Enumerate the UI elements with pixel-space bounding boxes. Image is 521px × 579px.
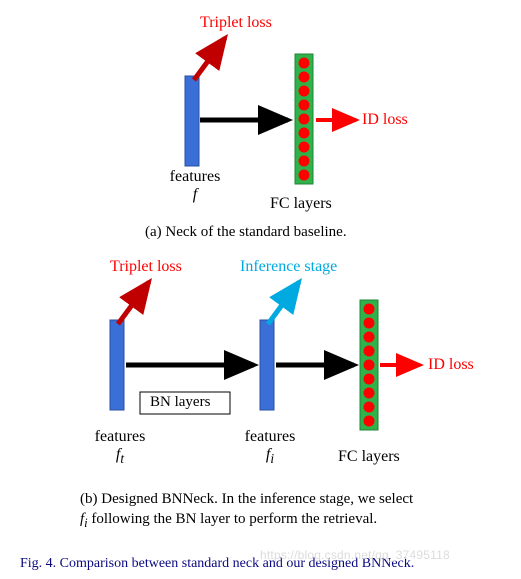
caption-b: (b) Designed BNNeck. In the inference st… [80,490,480,531]
inference-label-b: Inference stage [240,258,337,276]
features-t-label: features ft [85,428,155,467]
id-loss-label-a: ID loss [362,111,408,129]
features-label-a: features f [160,168,230,204]
features-fi: fi [266,446,274,463]
feature-bar-i [260,320,274,410]
feature-bar-a [185,76,199,166]
features-ft: ft [116,446,124,463]
inference-arrow-b [268,282,299,324]
triplet-arrow-b [118,282,149,324]
triplet-loss-label-b: Triplet loss [110,258,182,276]
fc-label-b: FC layers [338,448,400,466]
feature-bar-t [110,320,124,410]
fc-label-a: FC layers [270,195,332,213]
bn-label-b: BN layers [150,394,210,411]
caption-a: (a) Neck of the standard baseline. [145,224,347,241]
panel-a [185,38,356,184]
features-f-a: f [193,186,197,203]
features-text-a: features [170,168,221,185]
watermark-text: https://blog.csdn.net/qq_37495118 [260,548,450,562]
features-i-label: features fi [235,428,305,467]
figure-page: Triplet loss features f FC layers ID los… [0,0,521,579]
features-t-text: features [95,428,146,445]
fc-dots-a [299,58,310,181]
id-loss-label-b: ID loss [428,356,474,374]
triplet-arrow-a [194,38,225,80]
fc-dots-b [364,304,375,427]
triplet-loss-label-a: Triplet loss [200,14,272,32]
features-i-text: features [245,428,296,445]
